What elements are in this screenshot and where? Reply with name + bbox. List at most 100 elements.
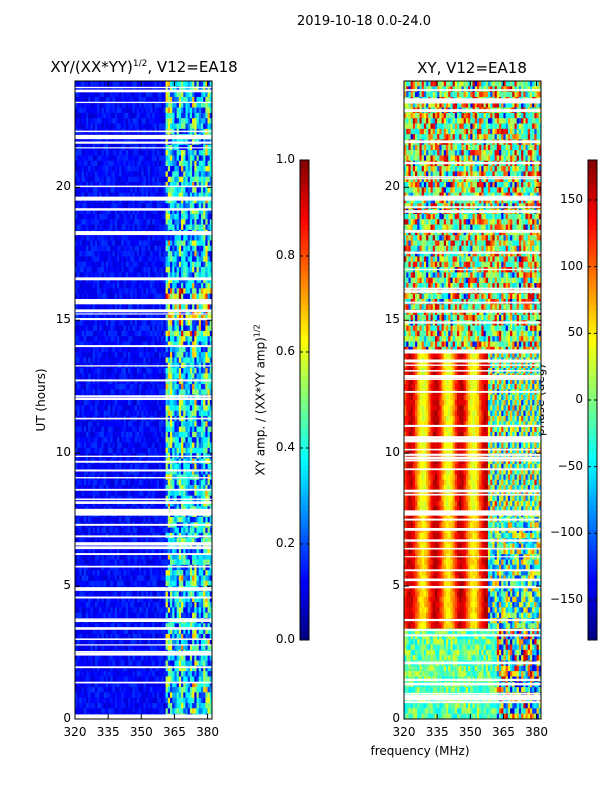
heat-cell	[134, 160, 138, 167]
heat-cell	[101, 150, 105, 156]
heat-cell	[147, 123, 151, 130]
heat-cell	[154, 107, 158, 114]
heat-cell	[132, 166, 136, 172]
heat-cell	[156, 112, 160, 119]
heat-cell	[172, 155, 175, 162]
heat-cell	[158, 176, 162, 183]
left-panel-title: XY/(XX*YY)1/2, V12=EA18	[34, 58, 254, 76]
heat-cell	[183, 176, 186, 183]
heat-cell	[123, 86, 127, 93]
heat-cell	[81, 81, 85, 87]
heat-cell	[123, 192, 127, 199]
heat-cell	[134, 187, 138, 194]
heat-cell	[192, 123, 195, 130]
heat-cell	[158, 96, 162, 103]
heat-cell	[90, 197, 94, 204]
heat-cell	[114, 123, 118, 130]
heat-cell	[198, 150, 202, 156]
heat-cell	[139, 150, 142, 156]
heat-cell	[185, 102, 189, 108]
heat-cell	[86, 91, 89, 98]
heat-cell	[136, 166, 140, 172]
heat-cell	[163, 192, 166, 199]
heat-cell	[143, 197, 147, 204]
heat-cell	[112, 81, 116, 87]
left-title-sup: 1/2	[132, 59, 148, 69]
heat-cell	[94, 176, 98, 183]
heat-cell	[207, 102, 211, 108]
heat-cell	[136, 203, 140, 209]
heat-cell	[116, 118, 120, 124]
heat-cell	[205, 192, 208, 199]
heat-cell	[158, 160, 162, 167]
heat-cell	[108, 91, 111, 98]
heat-cell	[198, 187, 202, 194]
heat-cell	[167, 118, 171, 124]
heat-cell	[110, 86, 113, 93]
heat-cell	[94, 160, 98, 167]
heat-cell	[83, 192, 87, 199]
heat-cell	[187, 150, 191, 156]
heat-cell	[125, 107, 129, 114]
heat-cell	[90, 192, 94, 199]
heat-cell	[143, 118, 147, 124]
heat-cell	[147, 96, 151, 103]
heat-cell	[75, 112, 78, 119]
heat-cell	[101, 96, 105, 103]
heat-cell	[205, 112, 208, 119]
heat-cell	[119, 86, 122, 93]
heat-cell	[132, 160, 136, 167]
heat-cell	[189, 107, 193, 114]
heat-cell	[125, 81, 129, 87]
heat-cell	[209, 160, 212, 167]
heat-cell	[90, 91, 94, 98]
heat-cell	[178, 171, 182, 178]
heat-cell	[147, 166, 151, 172]
heat-cell	[99, 86, 102, 93]
heat-cell	[198, 81, 202, 87]
heat-cell	[105, 96, 109, 103]
heat-cell	[108, 102, 111, 108]
heat-cell	[145, 182, 149, 188]
heat-cell	[136, 192, 140, 199]
heat-cell	[189, 81, 193, 87]
heat-cell	[75, 96, 78, 103]
heat-cell	[121, 197, 125, 204]
heat-cell	[189, 91, 193, 98]
heat-cell	[114, 96, 118, 103]
heat-cell	[79, 112, 83, 119]
heat-cell	[207, 160, 211, 167]
heat-cell	[86, 96, 89, 103]
heat-cell	[203, 112, 206, 119]
heat-cell	[143, 150, 147, 156]
heat-cell	[94, 81, 98, 87]
heat-cell	[147, 197, 151, 204]
heat-cell	[156, 166, 160, 172]
heat-cell	[108, 155, 111, 162]
heat-cell	[139, 171, 142, 178]
heat-cell	[147, 203, 151, 209]
heat-cell	[150, 182, 153, 188]
heat-cell	[163, 171, 166, 178]
heat-cell	[121, 118, 125, 124]
heat-cell	[128, 203, 131, 209]
heat-cell	[154, 150, 158, 156]
heat-cell	[167, 91, 171, 98]
heat-cell	[189, 155, 193, 162]
heat-cell	[119, 176, 122, 183]
heat-cell	[121, 203, 125, 209]
heat-cell	[139, 176, 142, 183]
heat-cell	[97, 155, 100, 162]
heat-cell	[101, 102, 105, 108]
heat-cell	[167, 182, 171, 188]
heat-cell	[196, 123, 200, 130]
heat-cell	[123, 118, 127, 124]
heat-cell	[130, 203, 133, 209]
heat-cell	[79, 182, 83, 188]
heat-cell	[170, 102, 173, 108]
heat-cell	[181, 123, 184, 130]
heat-cell	[132, 118, 136, 124]
heat-cell	[178, 187, 182, 194]
heat-cell	[141, 187, 144, 194]
heat-cell	[209, 182, 212, 188]
